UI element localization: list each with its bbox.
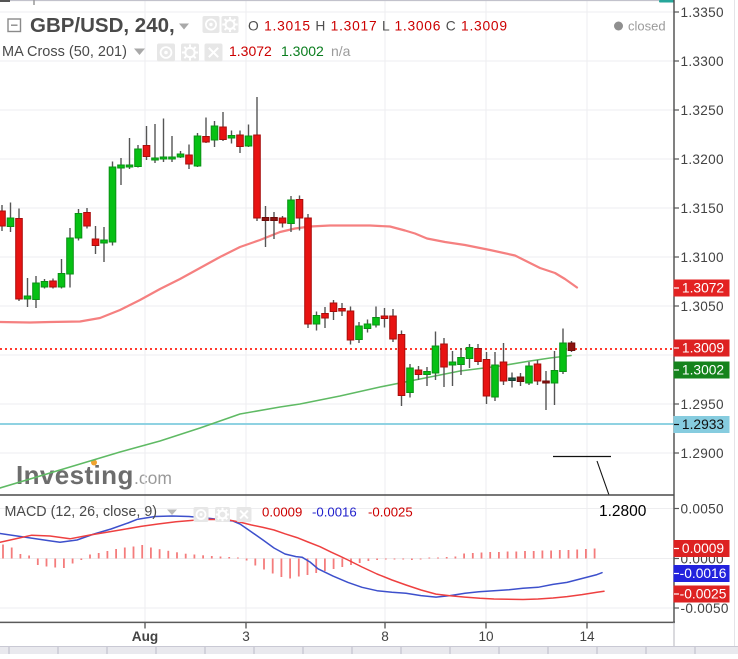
svg-text:n/a: n/a <box>331 43 351 59</box>
svg-text:1.2950: 1.2950 <box>681 397 725 412</box>
svg-text:.com: .com <box>134 468 172 488</box>
svg-text:-0.0016: -0.0016 <box>312 505 357 520</box>
svg-text:1.3200: 1.3200 <box>681 152 725 167</box>
svg-text:8: 8 <box>381 629 389 644</box>
svg-text:1.3250: 1.3250 <box>681 103 725 118</box>
svg-text:1.3072: 1.3072 <box>682 281 724 296</box>
svg-text:O 1.3015 H 1.3017 L 1.3006 C 1: O 1.3015 H 1.3017 L 1.3006 C 1.3009 <box>248 19 508 34</box>
svg-text:-0.0016: -0.0016 <box>680 566 727 581</box>
svg-text:closed: closed <box>628 19 666 34</box>
svg-text:1.3002: 1.3002 <box>281 43 324 59</box>
svg-text:1.3002: 1.3002 <box>682 363 724 378</box>
svg-text:0.0009: 0.0009 <box>682 541 725 556</box>
svg-text:1.2933: 1.2933 <box>682 417 725 432</box>
svg-text:1.3300: 1.3300 <box>681 54 725 69</box>
svg-text:-0.0025: -0.0025 <box>680 587 727 602</box>
svg-text:1.2900: 1.2900 <box>681 446 725 461</box>
svg-text:MA Cross (50, 201): MA Cross (50, 201) <box>2 44 127 60</box>
svg-text:0.0050: 0.0050 <box>681 501 725 516</box>
svg-text:1.3009: 1.3009 <box>682 341 725 356</box>
svg-text:Investing: Investing <box>16 460 134 490</box>
svg-text:1.3350: 1.3350 <box>681 5 725 20</box>
svg-text:3: 3 <box>242 629 250 644</box>
svg-text:-0.0050: -0.0050 <box>681 601 729 616</box>
svg-text:1.3100: 1.3100 <box>681 250 725 265</box>
svg-text:-0.0025: -0.0025 <box>368 505 413 520</box>
svg-text:0.0009: 0.0009 <box>262 505 302 520</box>
svg-text:GBP/USD, 240,: GBP/USD, 240, <box>30 14 175 37</box>
svg-text:Aug: Aug <box>132 629 158 644</box>
svg-text:10: 10 <box>478 629 494 644</box>
svg-text:1.3072: 1.3072 <box>229 43 272 59</box>
svg-text:14: 14 <box>579 629 595 644</box>
svg-text:1.3050: 1.3050 <box>681 299 725 314</box>
svg-text:1.3150: 1.3150 <box>681 201 725 216</box>
svg-text:MACD (12, 26, close, 9): MACD (12, 26, close, 9) <box>5 504 158 520</box>
svg-text:1.2800: 1.2800 <box>599 503 647 520</box>
